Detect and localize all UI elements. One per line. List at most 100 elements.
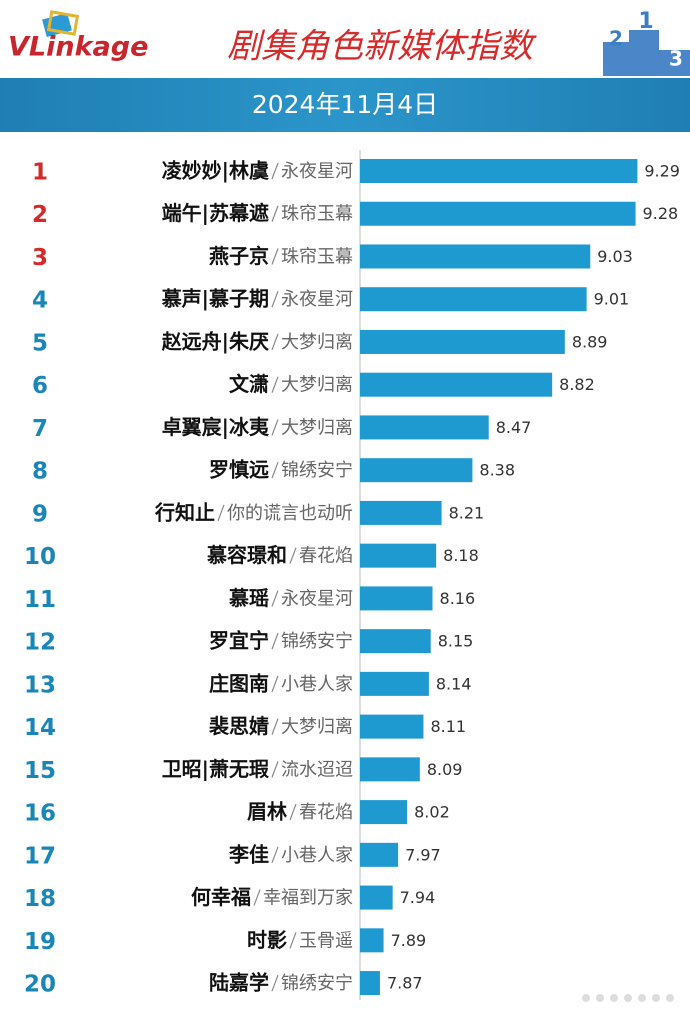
bar bbox=[360, 159, 638, 183]
drama-name: 春花焰 bbox=[299, 802, 353, 823]
bar bbox=[360, 928, 384, 953]
rank: 5 bbox=[32, 330, 48, 356]
drama-name: 玉骨遥 bbox=[299, 930, 353, 951]
value-label: 7.89 bbox=[391, 931, 427, 950]
character-name: 眉林 bbox=[247, 800, 287, 824]
bar bbox=[360, 543, 437, 568]
value-label: 9.01 bbox=[594, 290, 630, 309]
separator bbox=[271, 675, 279, 693]
value-label: 8.11 bbox=[430, 717, 466, 736]
drama-name: 小巷人家 bbox=[281, 845, 353, 866]
drama-name: 大梦归离 bbox=[281, 417, 353, 438]
value-label: 8.47 bbox=[496, 418, 532, 437]
bar bbox=[360, 842, 399, 867]
drama-name: 春花焰 bbox=[299, 546, 353, 567]
separator bbox=[271, 376, 279, 393]
character-name: 赵远舟|朱厌 bbox=[161, 329, 269, 353]
value-label: 8.14 bbox=[436, 674, 472, 693]
character-name: 凌妙妙|林虞 bbox=[162, 159, 270, 183]
bar bbox=[360, 415, 489, 440]
character-name: 慕声|慕子期 bbox=[162, 287, 269, 311]
separator bbox=[271, 461, 279, 479]
rank: 20 bbox=[24, 972, 56, 998]
bar bbox=[360, 372, 553, 397]
rank: 10 bbox=[24, 544, 56, 570]
rank: 14 bbox=[24, 715, 56, 741]
separator bbox=[217, 504, 225, 522]
rank: 19 bbox=[24, 929, 56, 955]
character-name: 慕瑶 bbox=[229, 586, 269, 610]
character-name: 慕容璟和 bbox=[207, 543, 287, 567]
character-name: 何幸福 bbox=[191, 885, 251, 909]
bar bbox=[360, 800, 408, 825]
rank: 13 bbox=[24, 672, 56, 698]
value-label: 8.02 bbox=[414, 803, 450, 822]
separator bbox=[271, 419, 279, 436]
bar bbox=[360, 287, 587, 312]
separator bbox=[271, 205, 279, 222]
separator bbox=[271, 590, 279, 607]
bar bbox=[360, 629, 431, 654]
drama-name: 永夜星河 bbox=[281, 588, 353, 609]
character-name: 卫昭|萧无瑕 bbox=[162, 757, 270, 781]
character-name: 陆嘉学 bbox=[209, 971, 269, 995]
bar bbox=[360, 757, 420, 782]
character-name: 卓翼宸|冰夷 bbox=[162, 415, 270, 439]
date-band bbox=[0, 78, 690, 132]
character-name: 时影 bbox=[247, 928, 287, 952]
drama-name: 锦绣安宁 bbox=[281, 460, 353, 481]
separator bbox=[271, 291, 279, 308]
character-name: 罗宜宁 bbox=[209, 629, 269, 653]
drama-name: 流水迢迢 bbox=[281, 759, 353, 780]
value-label: 9.28 bbox=[643, 204, 679, 223]
separator bbox=[271, 162, 279, 180]
rank: 2 bbox=[32, 202, 48, 228]
logo-icon bbox=[42, 10, 80, 38]
drama-name: 珠帘玉幕 bbox=[281, 204, 353, 225]
logo: VLinkage bbox=[8, 32, 148, 63]
value-label: 7.94 bbox=[400, 888, 436, 907]
drama-name: 大梦归离 bbox=[281, 375, 353, 396]
value-label: 7.87 bbox=[387, 974, 423, 993]
value-label: 8.89 bbox=[572, 332, 608, 351]
drama-name: 幸福到万家 bbox=[263, 888, 353, 909]
character-name: 裴思婧 bbox=[208, 714, 269, 738]
rank: 15 bbox=[24, 758, 56, 784]
bar bbox=[360, 458, 473, 483]
value-label: 8.38 bbox=[479, 461, 515, 480]
value-label: 7.97 bbox=[405, 845, 441, 864]
bar bbox=[360, 500, 442, 525]
bar bbox=[360, 329, 565, 354]
rank: 7 bbox=[32, 416, 48, 442]
separator bbox=[271, 974, 279, 992]
bar bbox=[360, 586, 433, 611]
character-name: 庄图南 bbox=[209, 671, 269, 695]
title: 剧集角色新媒体指数 bbox=[227, 27, 537, 67]
bar bbox=[360, 201, 636, 226]
value-label: 8.16 bbox=[440, 589, 476, 608]
watermark bbox=[582, 994, 674, 1002]
separator bbox=[271, 632, 279, 650]
bar bbox=[360, 714, 424, 739]
bar bbox=[360, 971, 380, 996]
drama-name: 小巷人家 bbox=[281, 674, 353, 695]
separator bbox=[289, 803, 297, 821]
separator bbox=[253, 889, 261, 906]
value-label: 8.21 bbox=[449, 503, 485, 522]
rank: 11 bbox=[24, 587, 56, 613]
value-label: 9.03 bbox=[597, 247, 633, 266]
rank: 6 bbox=[32, 373, 48, 399]
rank: 12 bbox=[24, 630, 56, 656]
rank: 9 bbox=[32, 501, 48, 527]
rank: 17 bbox=[24, 843, 56, 869]
rank: 18 bbox=[24, 886, 56, 912]
rank: 8 bbox=[32, 459, 48, 485]
rank: 1 bbox=[32, 160, 48, 186]
bar bbox=[360, 671, 429, 696]
drama-name: 永夜星河 bbox=[281, 161, 353, 182]
drama-name: 锦绣安宁 bbox=[281, 631, 353, 652]
bar bbox=[360, 244, 591, 269]
value-label: 8.82 bbox=[559, 375, 595, 394]
rank: 16 bbox=[24, 801, 56, 827]
